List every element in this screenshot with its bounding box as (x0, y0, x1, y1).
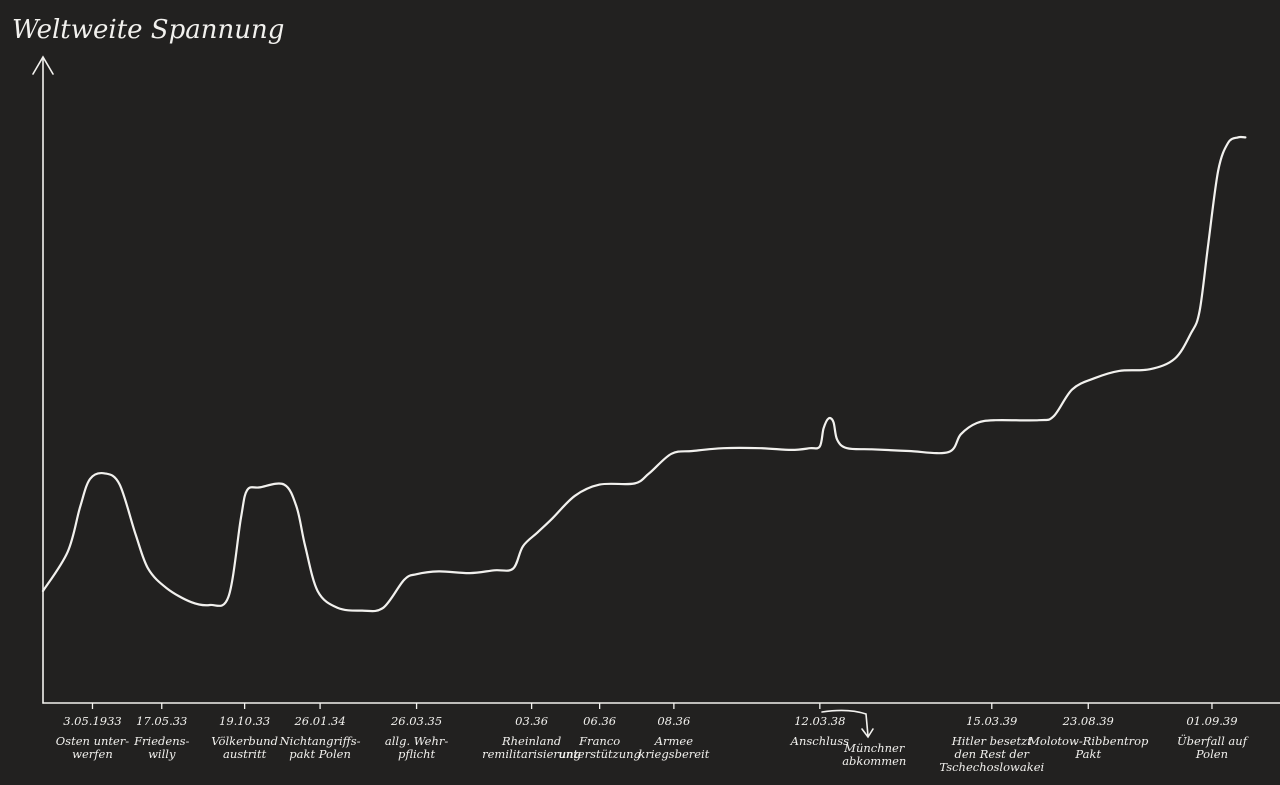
event-date-label: 26.01.34 (293, 714, 345, 728)
event-label: Überfall auf Polen (1177, 734, 1249, 761)
event-label: Rheinland remilitarisierung (482, 734, 581, 761)
event-date-label: 06.36 (583, 714, 616, 728)
event-label: Molotow-Ribbentrop Pakt (1027, 734, 1149, 761)
event-label: Osten unter-werfen (56, 734, 130, 761)
event-date-label: 08.36 (657, 714, 690, 728)
event-label: Völkerbund austritt (211, 734, 278, 761)
y-axis-arrowhead (32, 55, 54, 75)
event-date-label: 3.05.1933 (63, 714, 122, 728)
event-label: Anschluss (790, 734, 849, 748)
event-label: allg. Wehr-pflicht (385, 734, 448, 761)
event-date-label: 03.36 (515, 714, 548, 728)
event-label: Friedens-willy (133, 734, 189, 761)
event-date-label: 12.03.38 (794, 714, 845, 728)
timeline-annotations: 3.05.1933 Osten unter-werfen 17.05.33 Fried… (56, 703, 1249, 774)
axes (32, 55, 1280, 704)
event-date-label: 19.10.33 (219, 714, 270, 728)
tension-line (41, 135, 1247, 613)
chart-title: Weltweite Spannung (12, 15, 284, 45)
event-date-label: 01.09.39 (1186, 714, 1237, 728)
event-label: Armee kriegsbereit (638, 734, 709, 761)
event-date-label: 17.05.33 (136, 714, 187, 728)
event-date-label: 23.08.39 (1062, 714, 1114, 728)
event-date-label: 15.03.39 (966, 714, 1017, 728)
event-label: Münchner abkommen (842, 741, 906, 768)
event-date-label: 26.03.35 (390, 714, 442, 728)
event-label: Franco unterstützung (558, 734, 641, 761)
event-label: Hitler besetzt den Rest der Tschechoslowak… (939, 734, 1044, 774)
munich-pointer-arrow (821, 709, 874, 739)
event-label: Nichtangriffs-pakt Polen (279, 734, 361, 761)
